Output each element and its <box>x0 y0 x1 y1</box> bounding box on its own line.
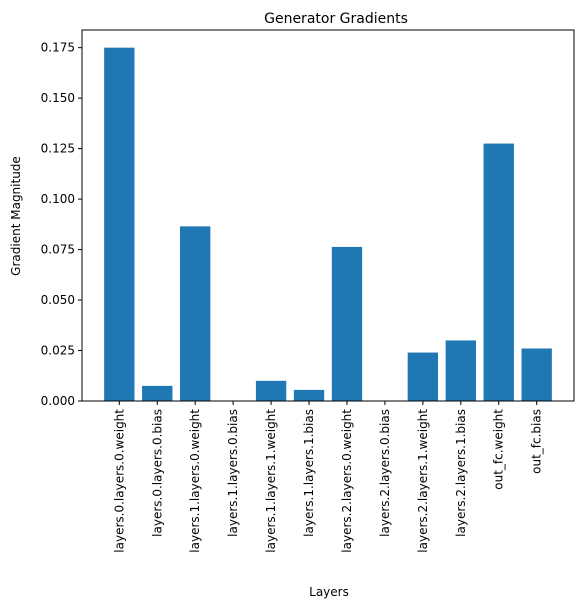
bar-8 <box>407 352 439 401</box>
y-axis-label: Gradient Magnitude <box>9 156 23 276</box>
bar-9 <box>445 340 476 401</box>
bar-5 <box>293 389 325 401</box>
x-tick-label-5: layers.1.layers.1.bias <box>302 409 316 537</box>
x-tick-label-0: layers.0.layers.0.weight <box>112 409 126 553</box>
x-tick-label-2: layers.1.layers.0.weight <box>188 409 202 553</box>
y-tick-label-3: 0.075 <box>41 243 75 257</box>
x-tick-label-4: layers.1.layers.1.weight <box>264 409 278 553</box>
y-tick-label-5: 0.125 <box>41 142 75 156</box>
bars-group <box>104 47 552 402</box>
x-tick-label-6: layers.2.layers.0.weight <box>340 409 354 553</box>
bar-11 <box>521 348 552 401</box>
y-tick-label-2: 0.050 <box>41 293 75 307</box>
x-tick-label-7: layers.2.layers.0.bias <box>378 409 392 537</box>
bar-2 <box>180 226 211 401</box>
y-tick-label-0: 0.000 <box>41 394 75 408</box>
y-tick-label-7: 0.175 <box>41 41 75 55</box>
x-tick-label-3: layers.1.layers.0.bias <box>226 409 240 537</box>
x-tick-label-8: layers.2.layers.1.weight <box>416 409 430 553</box>
bar-1 <box>142 385 173 401</box>
bar-0 <box>104 47 135 402</box>
plot-frame <box>81 29 575 402</box>
x-tick-label-1: layers.0.layers.0.bias <box>150 409 164 537</box>
x-axis: layers.0.layers.0.weight layers.0.layers.… <box>112 401 544 553</box>
chart-title: Generator Gradients <box>264 11 408 27</box>
y-tick-label-1: 0.025 <box>41 344 75 358</box>
y-tick-label-4: 0.100 <box>41 192 75 206</box>
x-tick-label-10: out_fc.weight <box>492 409 506 490</box>
x-axis-label: Layers <box>309 585 349 599</box>
bar-6 <box>331 246 363 401</box>
x-tick-label-11: out_fc.bias <box>530 409 544 474</box>
bar-4 <box>255 380 287 401</box>
y-axis: 0.000 0.025 0.050 0.075 0.100 0.125 0.150 0.175 <box>41 41 82 408</box>
x-tick-label-9: layers.2.layers.1.bias <box>454 409 468 537</box>
bar-10 <box>483 143 514 402</box>
y-tick-label-6: 0.150 <box>41 91 75 105</box>
